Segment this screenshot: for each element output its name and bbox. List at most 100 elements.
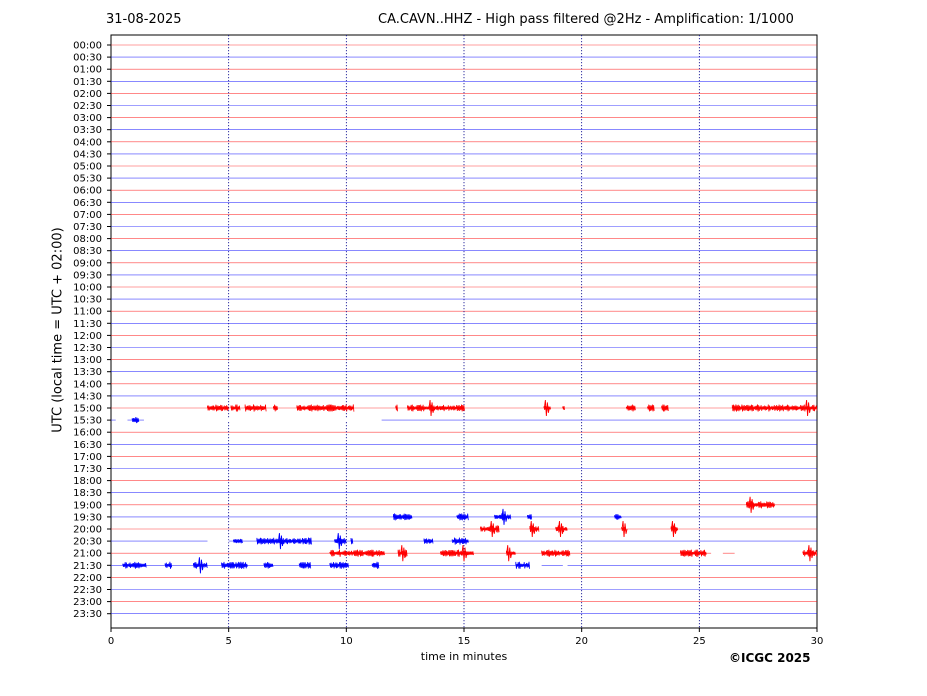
seismic-burst: [296, 404, 355, 412]
seismic-burst: [298, 561, 312, 569]
seismic-burst: [393, 513, 413, 521]
seismic-peak: [621, 520, 628, 538]
x-tick-label: 0: [108, 636, 114, 647]
seismic-peak: [558, 520, 564, 538]
y-tick-label: 03:00: [73, 113, 102, 124]
y-tick-label: 18:30: [73, 488, 102, 499]
y-tick-label: 10:00: [73, 283, 102, 294]
y-tick-label: 06:30: [73, 198, 102, 209]
trace-gap: [143, 418, 382, 422]
seismic-peak: [428, 399, 435, 417]
y-tick-label: 01:00: [73, 65, 102, 76]
y-tick-label: 23:30: [73, 609, 102, 620]
trace-gap: [207, 539, 229, 543]
seismic-peak: [671, 520, 677, 538]
seismic-burst: [244, 404, 267, 412]
seismic-burst: [440, 549, 474, 557]
seismic-burst: [515, 561, 530, 569]
x-tick-label: 10: [340, 636, 353, 647]
trace-gap: [562, 563, 568, 567]
seismic-burst: [626, 404, 636, 412]
seismic-burst: [230, 404, 241, 412]
y-tick-label: 08:30: [73, 246, 102, 257]
y-tick-label: 13:00: [73, 355, 102, 366]
y-tick-label: 00:00: [73, 41, 102, 52]
y-tick-label: 22:30: [73, 585, 102, 596]
chart-title: CA.CAVN..HHZ - High pass filtered @2Hz -…: [378, 12, 794, 27]
seismic-burst: [541, 549, 571, 557]
trace-gap: [115, 418, 128, 422]
y-tick-label: 06:00: [73, 186, 102, 197]
seismic-burst: [131, 417, 140, 424]
y-tick-label: 07:00: [73, 210, 102, 221]
y-tick-label: 10:30: [73, 295, 102, 306]
seismic-burst: [221, 561, 248, 569]
seismic-burst: [494, 513, 512, 521]
seismic-burst: [456, 513, 469, 521]
seismic-peak: [807, 545, 814, 562]
seismic-peak: [197, 557, 204, 574]
seismic-peak: [461, 545, 468, 562]
x-tick-label: 5: [225, 636, 231, 647]
seismic-burst: [207, 404, 229, 412]
seismic-peak: [529, 520, 536, 538]
y-tick-label: 03:30: [73, 125, 102, 136]
seismic-burst: [350, 537, 354, 545]
x-tick-label: 25: [693, 636, 706, 647]
y-tick-label: 19:00: [73, 500, 102, 511]
seismic-peak: [277, 533, 284, 550]
seismic-peak: [805, 399, 812, 417]
y-tick-label: 07:30: [73, 222, 102, 233]
y-tick-label: 15:30: [73, 416, 102, 427]
y-tick-label: 05:00: [73, 162, 102, 173]
y-tick-label: 23:00: [73, 597, 102, 608]
y-tick-label: 13:30: [73, 367, 102, 378]
x-axis-label: time in minutes: [420, 650, 508, 663]
y-tick-label: 09:00: [73, 258, 102, 269]
seismic-burst: [647, 404, 655, 412]
copyright-label: ©ICGC 2025: [729, 651, 811, 665]
y-tick-label: 16:30: [73, 440, 102, 451]
y-tick-label: 08:00: [73, 234, 102, 245]
y-tick-label: 05:30: [73, 174, 102, 185]
seismic-peak: [543, 399, 550, 417]
seismic-burst: [256, 537, 312, 545]
seismic-burst: [680, 549, 707, 557]
trace-gap: [734, 551, 817, 555]
trace-gap: [711, 551, 723, 555]
seismic-burst: [614, 514, 622, 520]
seismic-burst: [480, 525, 500, 533]
y-tick-label: 15:00: [73, 404, 102, 415]
date-label: 31-08-2025: [106, 12, 182, 27]
y-tick-label: 17:00: [73, 452, 102, 463]
y-tick-label: 20:00: [73, 525, 102, 536]
y-tick-label: 12:30: [73, 343, 102, 354]
y-tick-label: 14:30: [73, 391, 102, 402]
y-tick-label: 21:30: [73, 561, 102, 572]
y-tick-label: 00:30: [73, 53, 102, 64]
seismic-burst: [263, 561, 274, 569]
y-tick-label: 12:00: [73, 331, 102, 342]
seismic-peak: [506, 545, 513, 562]
y-tick-label: 17:30: [73, 464, 102, 475]
x-tick-label: 20: [575, 636, 588, 647]
x-tick-label: 30: [811, 636, 824, 647]
y-tick-label: 04:00: [73, 137, 102, 148]
y-tick-label: 21:00: [73, 549, 102, 560]
seismic-burst: [371, 561, 380, 569]
x-tick-label: 15: [458, 636, 471, 647]
seismic-peak: [748, 496, 755, 513]
seismic-burst: [164, 561, 173, 569]
y-tick-label: 20:30: [73, 537, 102, 548]
seismic-peak: [336, 533, 343, 550]
y-tick-label: 04:30: [73, 149, 102, 160]
seismic-burst: [527, 514, 533, 520]
y-tick-label: 19:30: [73, 512, 102, 523]
seismic-burst: [423, 538, 434, 544]
y-tick-label: 11:30: [73, 319, 102, 330]
seismic-peak: [501, 508, 508, 525]
seismic-burst: [329, 549, 385, 557]
y-tick-label: 18:00: [73, 476, 102, 487]
